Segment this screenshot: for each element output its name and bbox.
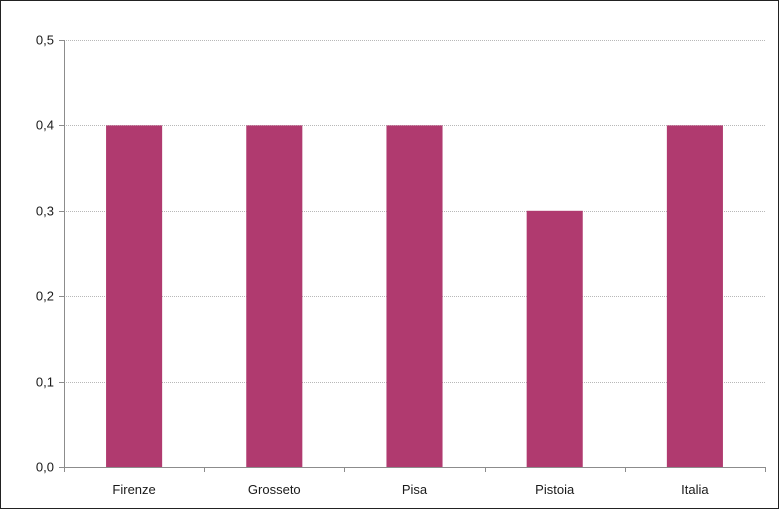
bar-grosseto: [246, 125, 303, 468]
y-tick-label: 0,0: [36, 460, 54, 475]
x-category-label: Grosseto: [248, 482, 301, 497]
bar-firenze: [106, 125, 163, 468]
y-tick-label: 0,5: [36, 33, 54, 48]
bar-italia: [666, 125, 723, 468]
bars-layer: [106, 125, 723, 468]
y-tick-label: 0,4: [36, 118, 54, 133]
x-category-label: Firenze: [112, 482, 155, 497]
x-category-label: Pistoia: [535, 482, 575, 497]
x-category-label: Pisa: [402, 482, 428, 497]
y-tick-label: 0,3: [36, 204, 54, 219]
x-category-label: Italia: [681, 482, 709, 497]
y-tick-label: 0,1: [36, 375, 54, 390]
bar-pistoia: [526, 210, 583, 468]
x-category-labels: Firenze Grosseto Pisa Pistoia Italia: [112, 482, 709, 497]
y-tick-labels: 0,0 0,1 0,2 0,3 0,4 0,5: [36, 33, 54, 475]
axis-layer: [59, 40, 766, 472]
bar-pisa: [386, 125, 443, 468]
y-tick-label: 0,2: [36, 289, 54, 304]
